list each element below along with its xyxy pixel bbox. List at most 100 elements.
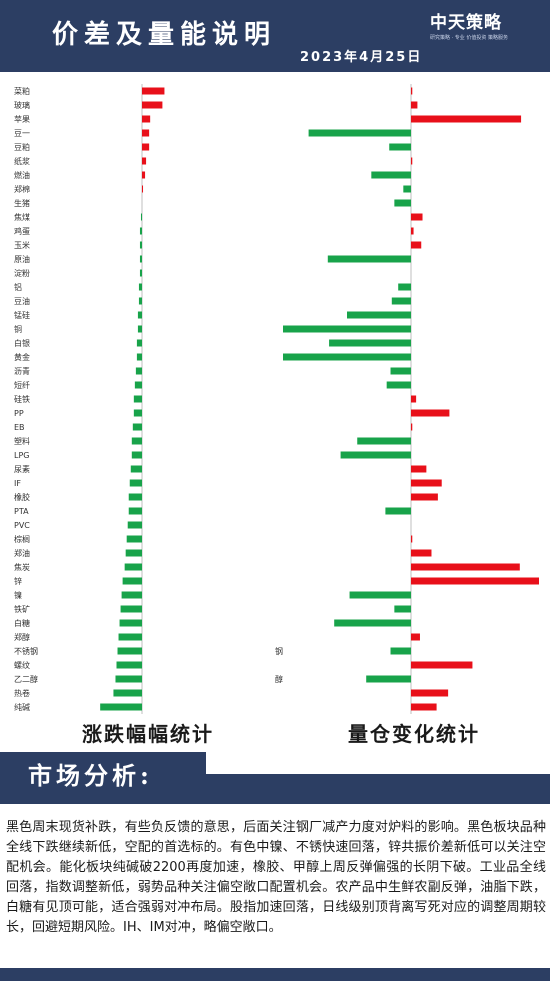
bar — [411, 241, 422, 249]
bar — [366, 675, 411, 683]
bar — [371, 171, 411, 179]
category-label: 塑料 — [14, 436, 30, 446]
bar — [139, 241, 142, 249]
category-label: 不锈钢 — [275, 646, 283, 656]
logo-subtext: 研究策略 · 专业 价值投资 策略服务 — [430, 35, 508, 41]
bar — [411, 563, 520, 571]
category-label: 棕榈 — [14, 534, 30, 544]
category-label: 锰硅 — [14, 310, 30, 320]
category-label: LPG — [14, 451, 29, 460]
category-label: PTA — [14, 507, 29, 516]
bar — [403, 185, 411, 193]
bar — [140, 213, 142, 221]
bar — [139, 227, 142, 235]
bar — [340, 451, 411, 459]
bar — [411, 577, 539, 585]
bar — [130, 465, 142, 473]
category-label: 硅铁 — [14, 394, 30, 404]
category-label: 不锈钢 — [14, 646, 38, 656]
bar — [128, 493, 142, 501]
footer-bar — [0, 968, 550, 981]
bar — [398, 283, 411, 291]
bar — [136, 353, 142, 361]
bar — [411, 409, 450, 417]
bar — [116, 661, 142, 669]
category-label: 尿素 — [14, 464, 30, 474]
bar — [283, 353, 411, 361]
bar — [121, 591, 142, 599]
bar — [329, 339, 411, 347]
x-tick-label: -10.00% — [23, 721, 57, 722]
category-label: 锌 — [14, 576, 22, 586]
bar — [115, 675, 142, 683]
bar — [411, 535, 413, 543]
bar — [135, 367, 142, 375]
category-label: 豆一 — [14, 129, 30, 138]
bar — [391, 297, 411, 305]
category-label: 黄金 — [14, 352, 30, 362]
bar — [113, 689, 142, 697]
volume-change-chart: 菜粕玻璃苹果豆一豆粕纸浆燃油郑棉生猪焦煤鸡蛋玉米原油淀粉铝豆油锰硅铜白银黄金沥青… — [275, 84, 544, 722]
bar — [128, 507, 142, 515]
category-label: 郑油 — [14, 548, 30, 558]
bar — [308, 129, 411, 137]
bar — [127, 521, 142, 529]
category-label: 热卷 — [14, 688, 30, 698]
category-label: 沥青 — [14, 366, 30, 376]
category-label: 乙二醇 — [275, 674, 283, 684]
category-label: EB — [14, 423, 25, 432]
bar — [390, 367, 411, 375]
bar — [386, 381, 411, 389]
brand-logo: 中天策略 研究策略 · 专业 价值投资 策略服务 — [430, 8, 530, 48]
category-label: 铜 — [14, 324, 22, 334]
bar — [389, 143, 411, 151]
bar — [411, 661, 473, 669]
bar — [131, 451, 142, 459]
bar — [411, 157, 413, 165]
category-label: IF — [14, 479, 21, 488]
category-label: 豆粕 — [14, 142, 30, 152]
x-tick-label: -10 — [276, 721, 289, 722]
bar — [142, 157, 147, 165]
bar — [349, 591, 411, 599]
category-label: 橡胶 — [14, 492, 30, 502]
category-label: 镍 — [14, 590, 22, 600]
bar — [327, 255, 411, 263]
bar — [390, 647, 411, 655]
category-label: 纸浆 — [14, 156, 30, 166]
bar — [120, 605, 142, 613]
bar — [122, 577, 142, 585]
bar — [411, 549, 432, 557]
category-label: 鸡蛋 — [14, 226, 30, 236]
x-tick-label: -5 — [343, 721, 351, 722]
bar — [138, 297, 142, 305]
bar — [133, 409, 142, 417]
bar — [139, 255, 142, 263]
bar — [137, 311, 142, 319]
left-chart-caption: 涨跌幅幅统计 — [82, 722, 214, 746]
category-label: 白银 — [14, 338, 30, 348]
bar — [394, 605, 411, 613]
x-tick-label: 10 — [534, 721, 544, 722]
page-title: 价差及量能说明 — [52, 20, 277, 50]
x-tick-label: 0.00% — [129, 721, 155, 722]
bar — [411, 213, 423, 221]
bar — [142, 101, 163, 109]
category-label: 焦煤 — [14, 212, 30, 222]
bar — [411, 395, 417, 403]
category-label: 郑棉 — [14, 184, 30, 194]
bar — [118, 633, 142, 641]
bar — [411, 423, 413, 431]
category-label: 铝 — [14, 282, 22, 292]
header-banner — [0, 0, 550, 72]
bar — [119, 619, 142, 627]
x-tick-label: 5 — [472, 721, 477, 722]
bar — [357, 437, 411, 445]
band-notch — [206, 752, 550, 774]
category-label: 铁矿 — [14, 604, 30, 614]
bar — [142, 143, 150, 151]
bar — [142, 171, 146, 179]
category-label: 纯碱 — [14, 702, 30, 712]
bar — [126, 535, 142, 543]
category-label: 白糖 — [14, 618, 30, 628]
